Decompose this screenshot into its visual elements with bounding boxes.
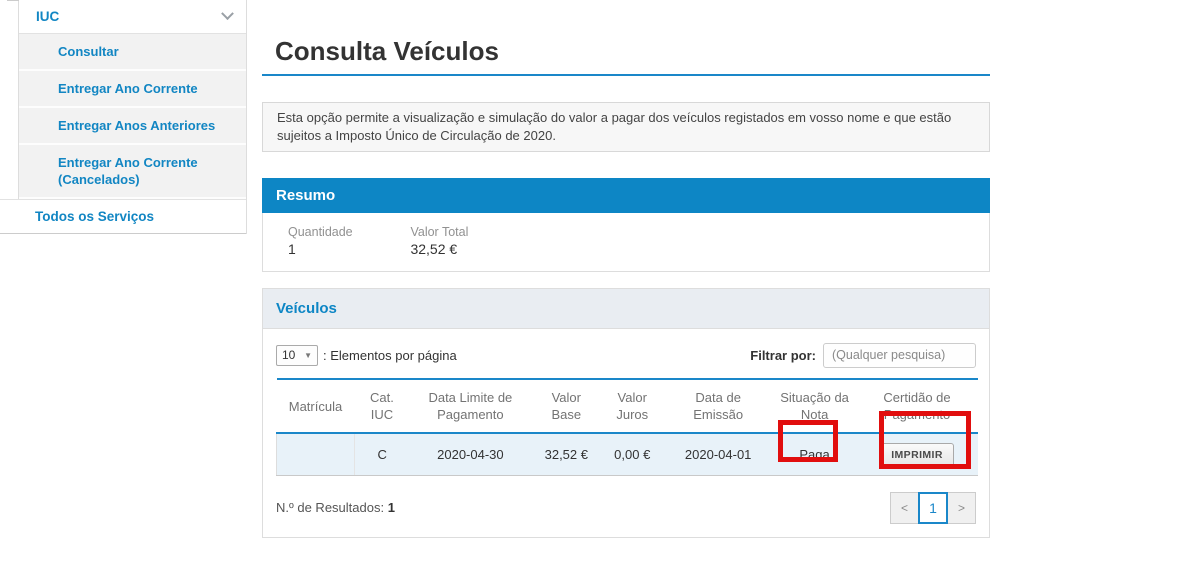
- resumo-valor-total: Valor Total 32,52 €: [410, 225, 468, 257]
- header-data-emissao: Data de Emissão: [663, 379, 774, 435]
- quantidade-label: Quantidade: [288, 225, 353, 240]
- description-box: Esta opção permite a visualização e simu…: [262, 102, 990, 153]
- header-valor-juros: Valor Juros: [601, 379, 664, 435]
- quantidade-value: 1: [288, 241, 296, 258]
- table-footer: N.º de Resultados: 1 < 1 >: [276, 491, 976, 524]
- resumo-panel-body: Quantidade 1 Valor Total 32,52 €: [262, 213, 990, 273]
- sidebar-item-todos-os-servicos[interactable]: Todos os Serviços: [0, 199, 246, 234]
- sidebar-iuc-label: IUC: [36, 9, 60, 24]
- cell-situacao: Paga: [773, 433, 857, 476]
- sidebar-iuc-group: IUC Consultar Entregar Ano Corrente Entr…: [18, 0, 246, 199]
- annotation-box-paga: [778, 420, 838, 462]
- resumo-quantidade: Quantidade 1: [288, 225, 406, 257]
- sidebar-top-fragment: [7, 0, 19, 1]
- sidebar-item-entregar-anos-anteriores[interactable]: Entregar Anos Anteriores: [19, 108, 246, 145]
- valor-total-label: Valor Total: [410, 225, 469, 240]
- sidebar: IUC Consultar Entregar Ano Corrente Entr…: [0, 0, 247, 234]
- results-count: N.º de Resultados: 1: [276, 500, 395, 515]
- cell-valor-base: 32,52 €: [531, 433, 602, 476]
- chevron-down-icon: [221, 7, 234, 21]
- filter-controls: Filtrar por:: [750, 342, 976, 368]
- header-data-limite: Data Limite de Pagamento: [409, 379, 532, 435]
- pagination-next-button[interactable]: >: [948, 491, 976, 524]
- table-header-row: Matrícula Cat. IUC Data Limite de Pagame…: [276, 379, 978, 435]
- veiculos-panel: Veículos 10 ▼ : Elementos por página Fil…: [262, 288, 990, 538]
- sidebar-item-iuc[interactable]: IUC: [19, 0, 246, 34]
- annotation-box-imprimir: [879, 411, 971, 469]
- pagination: < 1 >: [890, 491, 976, 524]
- vehicles-table: Matrícula Cat. IUC Data Limite de Pagame…: [276, 378, 978, 476]
- resumo-panel: Resumo Quantidade 1 Valor Total 32,52 €: [262, 178, 990, 273]
- page-size-select[interactable]: 10 ▼: [276, 344, 318, 366]
- veiculos-panel-title: Veículos: [263, 289, 989, 330]
- cell-cat-iuc: C: [354, 433, 410, 476]
- valor-total-value: 32,52 €: [410, 241, 458, 258]
- sidebar-item-consultar[interactable]: Consultar: [19, 34, 246, 71]
- title-divider: [262, 74, 990, 76]
- header-situacao: Situação da Nota: [773, 379, 857, 435]
- header-cat-iuc: Cat. IUC: [354, 379, 410, 435]
- cell-data-limite: 2020-04-30: [409, 433, 532, 476]
- results-label: N.º de Resultados:: [276, 499, 385, 515]
- pagination-page-1-button[interactable]: 1: [918, 491, 948, 524]
- filter-input[interactable]: [823, 342, 976, 368]
- page-size-value: 10: [282, 348, 296, 363]
- table-controls: 10 ▼ : Elementos por página Filtrar por:: [276, 342, 976, 368]
- veiculos-panel-body: 10 ▼ : Elementos por página Filtrar por:…: [263, 329, 989, 537]
- main-content: Consulta Veículos Esta opção permite a v…: [262, 0, 990, 538]
- header-matricula: Matrícula: [276, 379, 355, 435]
- cell-valor-juros: 0,00 €: [601, 433, 664, 476]
- sidebar-item-entregar-ano-corrente-cancelados[interactable]: Entregar Ano Corrente (Cancelados): [19, 145, 246, 199]
- select-arrow-icon: ▼: [304, 350, 312, 360]
- resumo-panel-title: Resumo: [262, 178, 990, 214]
- cell-data-emissao: 2020-04-01: [663, 433, 774, 476]
- page-size-label: : Elementos por página: [323, 347, 457, 363]
- page-title: Consulta Veículos: [275, 36, 499, 66]
- page-size-controls: 10 ▼ : Elementos por página: [276, 344, 457, 366]
- pagination-prev-button[interactable]: <: [890, 491, 918, 524]
- header-valor-base: Valor Base: [531, 379, 602, 435]
- filter-label: Filtrar por:: [750, 347, 816, 363]
- cell-matricula: [276, 433, 355, 476]
- table-row: C 2020-04-30 32,52 € 0,00 € 2020-04-01 P…: [276, 433, 978, 476]
- sidebar-item-entregar-ano-corrente[interactable]: Entregar Ano Corrente: [19, 71, 246, 108]
- results-value: 1: [387, 499, 395, 515]
